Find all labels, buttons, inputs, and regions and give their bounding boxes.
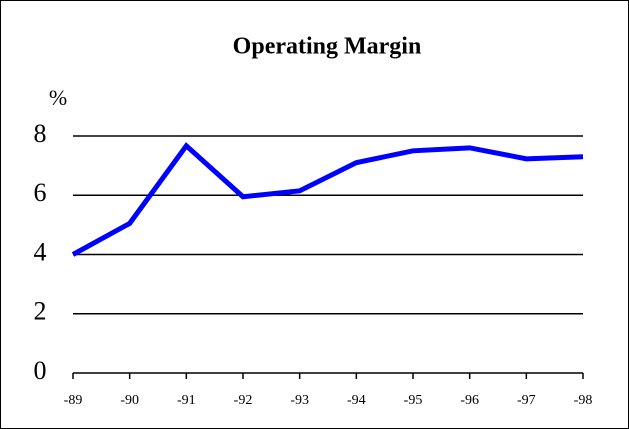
y-tick-label: 4 <box>34 237 47 266</box>
data-line <box>71 142 584 257</box>
chart-title: Operating Margin <box>233 34 422 60</box>
y-tick-label: 6 <box>34 178 47 207</box>
x-tick-label: -89 <box>64 393 83 408</box>
y-tick-label: 8 <box>34 119 47 148</box>
y-tick-label: 2 <box>34 297 47 326</box>
x-tick-label: -98 <box>574 393 593 408</box>
x-tick-label: -93 <box>290 393 309 408</box>
x-tick-label: -96 <box>460 393 479 408</box>
x-tick-label: -90 <box>120 393 139 408</box>
x-tick-label: -94 <box>347 393 366 408</box>
y-tick-label: 0 <box>34 356 47 385</box>
y-axis-label: % <box>49 85 67 110</box>
x-tick-label: -97 <box>517 393 536 408</box>
x-tick-label: -95 <box>404 393 423 408</box>
x-tick-label: -92 <box>234 393 253 408</box>
x-tick-label: -91 <box>177 393 196 408</box>
